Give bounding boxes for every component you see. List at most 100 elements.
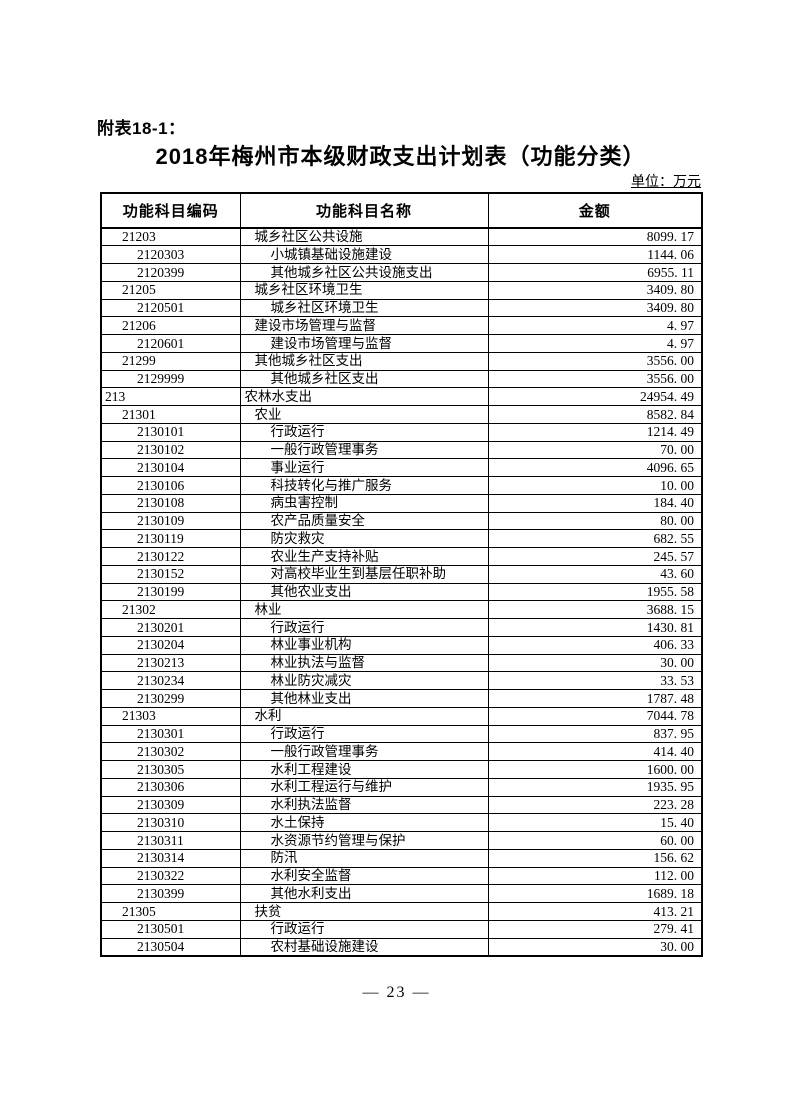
col-header-name: 功能科目名称 — [239, 192, 489, 229]
cell-amount: 1689. 18 — [487, 884, 703, 903]
cell-name: 农业生产支持补贴 — [239, 547, 489, 566]
cell-amount: 1430. 81 — [487, 618, 703, 637]
cell-name: 对高校毕业生到基层任职补助 — [239, 564, 489, 584]
cell-name: 行政运行 — [239, 724, 489, 744]
table-row: 213 农林水支出 24954. 49 — [100, 387, 703, 406]
cell-name: 农产品质量安全 — [239, 511, 489, 531]
cell-name: 林业执法与监督 — [239, 653, 489, 673]
cell-amount: 112. 00 — [487, 866, 703, 886]
cell-code: 2130309 — [100, 795, 241, 815]
cell-name: 林业 — [239, 600, 489, 619]
table-row: 2130305 水利工程建设 1600. 00 — [100, 760, 703, 779]
cell-code: 2130199 — [100, 582, 241, 602]
cell-code: 2130213 — [100, 653, 241, 673]
cell-code: 2120399 — [100, 263, 241, 282]
cell-code: 21206 — [100, 316, 241, 335]
table-row: 2130306 水利工程运行与维护 1935. 95 — [100, 777, 703, 797]
unit-label-wrap: 单位：万元 — [100, 171, 701, 191]
cell-amount: 24954. 49 — [487, 387, 703, 406]
table-body: 21203 城乡社区公共设施 8099. 17 2120303 小城镇基础设施建设 114… — [100, 227, 703, 957]
cell-name: 水土保持 — [239, 813, 489, 832]
cell-name: 其他农业支出 — [239, 582, 489, 602]
table-row: 2130310 水土保持 15. 40 — [100, 813, 703, 832]
cell-amount: 279. 41 — [487, 919, 703, 939]
cell-amount: 80. 00 — [487, 511, 703, 531]
table-row: 21303 水利 7044. 78 — [100, 706, 703, 726]
table-row: 2129999 其他城乡社区支出 3556. 00 — [100, 369, 703, 389]
table-row: 21302 林业 3688. 15 — [100, 600, 703, 619]
cell-name: 其他城乡社区支出 — [239, 369, 489, 389]
cell-name: 建设市场管理与监督 — [239, 334, 489, 353]
table-row: 2130152 对高校毕业生到基层任职补助 43. 60 — [100, 564, 703, 584]
cell-code: 2130106 — [100, 476, 241, 495]
cell-amount: 3688. 15 — [487, 600, 703, 619]
table-row: 21299 其他城乡社区支出 3556. 00 — [100, 351, 703, 371]
cell-name: 农业 — [239, 405, 489, 424]
cell-amount: 3556. 00 — [487, 369, 703, 389]
table-row: 2130119 防灾救灾 682. 55 — [100, 529, 703, 548]
table-row: 21205 城乡社区环境卫生 3409. 80 — [100, 280, 703, 300]
table-row: 21301 农业 8582. 84 — [100, 405, 703, 424]
cell-name: 农林水支出 — [239, 387, 489, 406]
cell-amount: 4. 97 — [487, 316, 703, 335]
cell-name: 农村基础设施建设 — [239, 937, 489, 957]
cell-code: 2130314 — [100, 848, 241, 868]
cell-code: 21302 — [100, 600, 241, 619]
cell-name: 水利执法监督 — [239, 795, 489, 815]
cell-amount: 30. 00 — [487, 653, 703, 673]
cell-name: 行政运行 — [239, 618, 489, 637]
cell-amount: 413. 21 — [487, 902, 703, 921]
cell-amount: 15. 40 — [487, 813, 703, 832]
table-row: 2130204 林业事业机构 406. 33 — [100, 635, 703, 655]
cell-code: 2130234 — [100, 671, 241, 690]
cell-name: 建设市场管理与监督 — [239, 316, 489, 335]
cell-name: 城乡社区环境卫生 — [239, 298, 489, 318]
cell-name: 水资源节约管理与保护 — [239, 831, 489, 850]
cell-code: 2120303 — [100, 245, 241, 264]
cell-name: 城乡社区环境卫生 — [239, 280, 489, 300]
cell-amount: 6955. 11 — [487, 263, 703, 282]
table-row: 2130302 一般行政管理事务 414. 40 — [100, 742, 703, 761]
cell-name: 事业运行 — [239, 458, 489, 477]
table-row: 2130104 事业运行 4096. 65 — [100, 458, 703, 477]
cell-name: 水利 — [239, 706, 489, 726]
cell-code: 2130109 — [100, 511, 241, 531]
cell-code: 21305 — [100, 902, 241, 921]
page-number: — 23 — — [362, 984, 431, 1001]
cell-code: 2130301 — [100, 724, 241, 744]
table-row: 21206 建设市场管理与监督 4. 97 — [100, 316, 703, 335]
cell-name: 病虫害控制 — [239, 493, 489, 513]
cell-code: 2120601 — [100, 334, 241, 353]
table-row: 2130108 病虫害控制 184. 40 — [100, 493, 703, 513]
cell-name: 其他城乡社区支出 — [239, 351, 489, 371]
table-row: 21203 城乡社区公共设施 8099. 17 — [100, 227, 703, 247]
cell-name: 一般行政管理事务 — [239, 742, 489, 761]
table-row: 2130201 行政运行 1430. 81 — [100, 618, 703, 637]
cell-amount: 8582. 84 — [487, 405, 703, 424]
cell-name: 防灾救灾 — [239, 529, 489, 548]
cell-name: 水利工程建设 — [239, 760, 489, 779]
cell-code: 2130501 — [100, 919, 241, 939]
cell-amount: 156. 62 — [487, 848, 703, 868]
cell-name: 城乡社区公共设施 — [239, 227, 489, 247]
cell-name: 林业防灾减灾 — [239, 671, 489, 690]
cell-amount: 3556. 00 — [487, 351, 703, 371]
unit-label: 单位：万元 — [631, 175, 701, 190]
cell-code: 2130104 — [100, 458, 241, 477]
cell-name: 科技转化与推广服务 — [239, 476, 489, 495]
cell-amount: 10. 00 — [487, 476, 703, 495]
cell-code: 2129999 — [100, 369, 241, 389]
cell-name: 防汛 — [239, 848, 489, 868]
cell-code: 2120501 — [100, 298, 241, 318]
table-row: 21305 扶贫 413. 21 — [100, 902, 703, 921]
cell-code: 2130504 — [100, 937, 241, 957]
cell-name: 林业事业机构 — [239, 635, 489, 655]
cell-amount: 60. 00 — [487, 831, 703, 850]
table-row: 2130106 科技转化与推广服务 10. 00 — [100, 476, 703, 495]
cell-amount: 70. 00 — [487, 440, 703, 460]
cell-code: 2130299 — [100, 689, 241, 708]
table-row: 2130299 其他林业支出 1787. 48 — [100, 689, 703, 708]
cell-name: 小城镇基础设施建设 — [239, 245, 489, 264]
cell-code: 21301 — [100, 405, 241, 424]
